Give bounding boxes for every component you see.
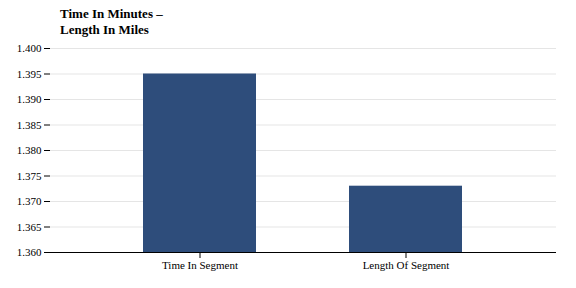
svg-text:Length Of Segment: Length Of Segment xyxy=(363,259,450,271)
svg-text:1.365: 1.365 xyxy=(17,221,42,233)
svg-text:1.380: 1.380 xyxy=(17,144,42,156)
svg-text:1.400: 1.400 xyxy=(17,42,42,54)
svg-text:1.390: 1.390 xyxy=(17,93,42,105)
svg-text:1.385: 1.385 xyxy=(17,119,42,131)
svg-text:1.370: 1.370 xyxy=(17,195,42,207)
html-text:Length In Miles: Length In Miles xyxy=(60,22,149,37)
svg-text:1.395: 1.395 xyxy=(17,68,42,80)
svg-text:1.375: 1.375 xyxy=(17,170,42,182)
html-text:Time In Minutes –: Time In Minutes – xyxy=(60,6,163,21)
svg-text:1.360: 1.360 xyxy=(17,246,42,258)
svg-text:Time In Segment: Time In Segment xyxy=(162,259,238,271)
